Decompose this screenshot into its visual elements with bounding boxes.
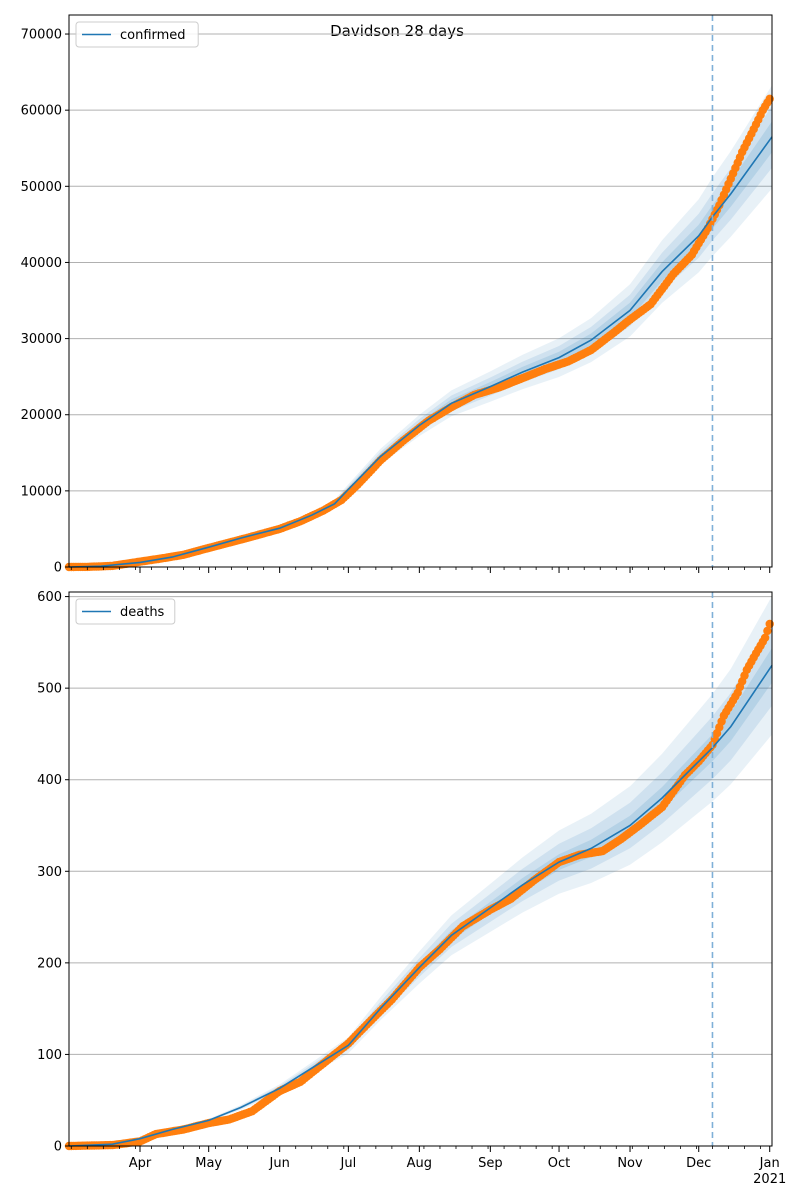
uncertainty-band (69, 647, 772, 1146)
observed-point (765, 619, 774, 629)
model-line (68, 664, 773, 1147)
observed-point (760, 633, 770, 642)
uncertainty-band (69, 121, 772, 568)
x-tick-label: Jan (759, 1156, 780, 1171)
observed-point (763, 626, 772, 636)
y-tick-label: 20000 (21, 408, 62, 423)
y-tick-label: 50000 (21, 180, 62, 195)
uncertainty-band (69, 105, 772, 568)
y-tick-label: 40000 (21, 256, 62, 271)
confirmed-panel: 0 10000 20000 30000 40000 50000 60000 70000 conf… (21, 14, 774, 576)
observed-series (64, 619, 774, 1151)
x-tick-label: Dec (686, 1156, 711, 1171)
y-tick-label: 200 (37, 956, 62, 971)
x-tick-label: May (195, 1156, 222, 1171)
x-tick-label: Jun (269, 1156, 290, 1171)
deaths-panel: 0 100 200 300 400 500 600 Apr May Jun Jul Aug Sep Oct… (37, 590, 786, 1187)
legend: deaths (75, 598, 176, 625)
axes-frame (68, 14, 773, 568)
legend-label: confirmed (120, 28, 186, 43)
x-year-label: 2021 (753, 1172, 786, 1187)
x-tick-label: Aug (407, 1156, 432, 1171)
observed-point (765, 94, 774, 104)
legend-box (75, 598, 176, 625)
figure-title: Davidson 28 days (330, 22, 464, 40)
x-tick-label: Jul (340, 1156, 357, 1171)
y-tick-label: 100 (37, 1048, 62, 1063)
x-tick-label: Sep (478, 1156, 503, 1171)
x-tick-label: Apr (129, 1156, 152, 1171)
y-tick-label: 300 (37, 865, 62, 880)
y-tick-label: 600 (37, 590, 62, 605)
legend: confirmed (75, 21, 199, 48)
x-tick-label: Oct (548, 1156, 570, 1171)
uncertainty-band (69, 624, 772, 1146)
uncertainty-band (69, 85, 772, 567)
y-tick-label: 60000 (21, 104, 62, 119)
y-tick-label: 500 (37, 682, 62, 697)
x-tick-label: Nov (617, 1156, 643, 1171)
y-tick-label: 0 (54, 1140, 62, 1155)
y-tick-label: 10000 (21, 484, 62, 499)
legend-box (75, 21, 199, 48)
y-tick-label: 30000 (21, 332, 62, 347)
axes-frame (68, 591, 773, 1147)
model-line (68, 136, 773, 568)
y-tick-label: 0 (54, 561, 62, 576)
legend-label: deaths (120, 605, 165, 620)
y-tick-label: 400 (37, 773, 62, 788)
y-tick-label: 70000 (21, 28, 62, 43)
observed-series (64, 94, 774, 572)
